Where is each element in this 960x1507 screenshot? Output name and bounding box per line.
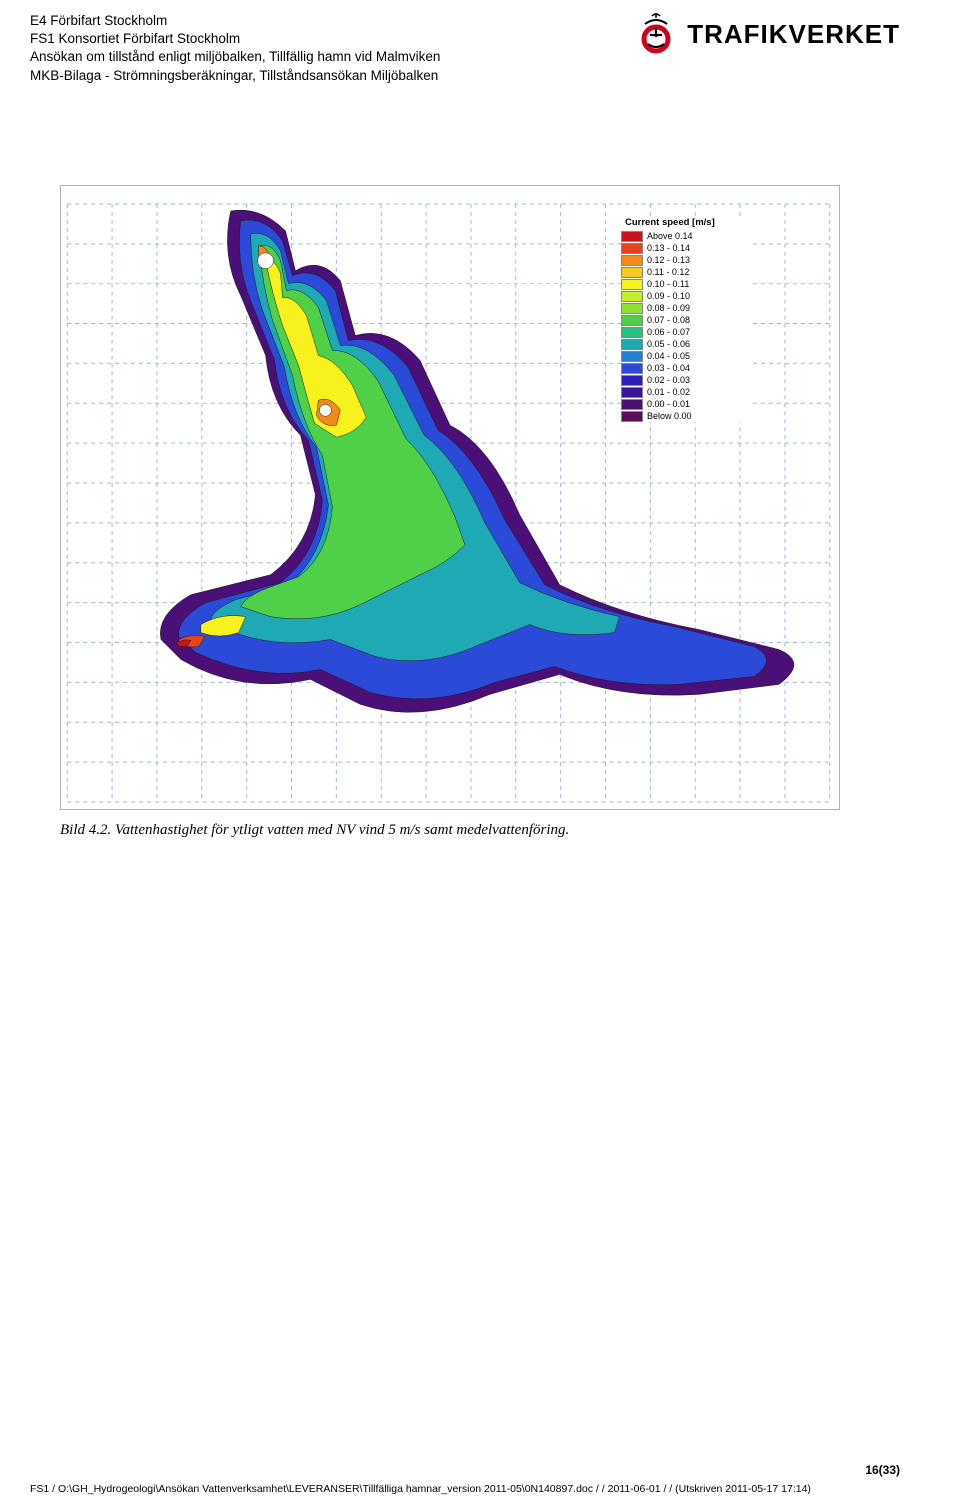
legend-swatch — [621, 267, 643, 278]
legend-row: 0.01 - 0.02 — [621, 386, 749, 398]
legend-row: 0.04 - 0.05 — [621, 350, 749, 362]
legend-label: 0.10 - 0.11 — [647, 280, 689, 289]
logo-text: TRAFIKVERKET — [687, 19, 900, 50]
page-number: 16(33) — [865, 1463, 900, 1477]
legend-label: 0.02 - 0.03 — [647, 376, 690, 385]
legend-swatch — [621, 255, 643, 266]
legend-label: 0.04 - 0.05 — [647, 352, 690, 361]
legend-row: 0.06 - 0.07 — [621, 326, 749, 338]
legend-swatch — [621, 387, 643, 398]
legend-swatch — [621, 351, 643, 362]
legend-swatch — [621, 231, 643, 242]
contour-figure: Current speed [m/s] Above 0.14 0.13 - 0.1… — [60, 185, 840, 810]
legend-row: 0.12 - 0.13 — [621, 254, 749, 266]
legend-swatch — [621, 327, 643, 338]
legend-label: Below 0.00 — [647, 412, 692, 421]
legend-row: 0.03 - 0.04 — [621, 362, 749, 374]
legend-row: 0.00 - 0.01 — [621, 398, 749, 410]
legend-swatch — [621, 339, 643, 350]
header-line3: Ansökan om tillstånd enligt miljöbalken,… — [30, 48, 440, 66]
legend-swatch — [621, 399, 643, 410]
footer-path: FS1 / O:\GH_Hydrogeologi\Ansökan Vattenv… — [30, 1483, 811, 1495]
legend-label: 0.11 - 0.12 — [647, 268, 689, 277]
legend-row: 0.02 - 0.03 — [621, 374, 749, 386]
legend-label: 0.01 - 0.02 — [647, 388, 690, 397]
legend-label: 0.06 - 0.07 — [647, 328, 690, 337]
legend-label: 0.13 - 0.14 — [647, 244, 690, 253]
header-line1: E4 Förbifart Stockholm — [30, 12, 440, 30]
legend-row: 0.11 - 0.12 — [621, 266, 749, 278]
legend-swatch — [621, 303, 643, 314]
legend-row: 0.10 - 0.11 — [621, 278, 749, 290]
legend-row: 0.07 - 0.08 — [621, 314, 749, 326]
header-text-block: E4 Förbifart Stockholm FS1 Konsortiet Fö… — [30, 12, 440, 85]
legend-swatch — [621, 243, 643, 254]
legend-row: Below 0.00 — [621, 410, 749, 422]
header-line4: MKB-Bilaga - Strömningsberäkningar, Till… — [30, 67, 440, 85]
legend-swatch — [621, 279, 643, 290]
legend-swatch — [621, 315, 643, 326]
crown-icon — [637, 12, 675, 56]
legend-row: 0.09 - 0.10 — [621, 290, 749, 302]
legend-label: 0.08 - 0.09 — [647, 304, 690, 313]
legend-row: 0.08 - 0.09 — [621, 302, 749, 314]
legend: Current speed [m/s] Above 0.14 0.13 - 0.1… — [621, 216, 749, 423]
legend-swatch — [621, 363, 643, 374]
header-line2: FS1 Konsortiet Förbifart Stockholm — [30, 30, 440, 48]
legend-label: 0.05 - 0.06 — [647, 340, 690, 349]
legend-label: 0.07 - 0.08 — [647, 316, 690, 325]
trafikverket-logo: TRAFIKVERKET — [637, 12, 900, 56]
legend-label: 0.09 - 0.10 — [647, 292, 690, 301]
legend-row: 0.13 - 0.14 — [621, 242, 749, 254]
figure-caption: Bild 4.2. Vattenhastighet för ytligt vat… — [60, 822, 900, 839]
legend-row: Above 0.14 — [621, 230, 749, 242]
legend-title: Current speed [m/s] — [621, 216, 749, 231]
page-header: E4 Förbifart Stockholm FS1 Konsortiet Fö… — [0, 0, 960, 85]
legend-row: 0.05 - 0.06 — [621, 338, 749, 350]
legend-label: 0.03 - 0.04 — [647, 364, 690, 373]
legend-swatch — [621, 375, 643, 386]
legend-swatch — [621, 291, 643, 302]
legend-label: 0.00 - 0.01 — [647, 400, 690, 409]
legend-label: 0.12 - 0.13 — [647, 256, 690, 265]
legend-swatch — [621, 411, 643, 422]
legend-label: Above 0.14 — [647, 232, 693, 241]
